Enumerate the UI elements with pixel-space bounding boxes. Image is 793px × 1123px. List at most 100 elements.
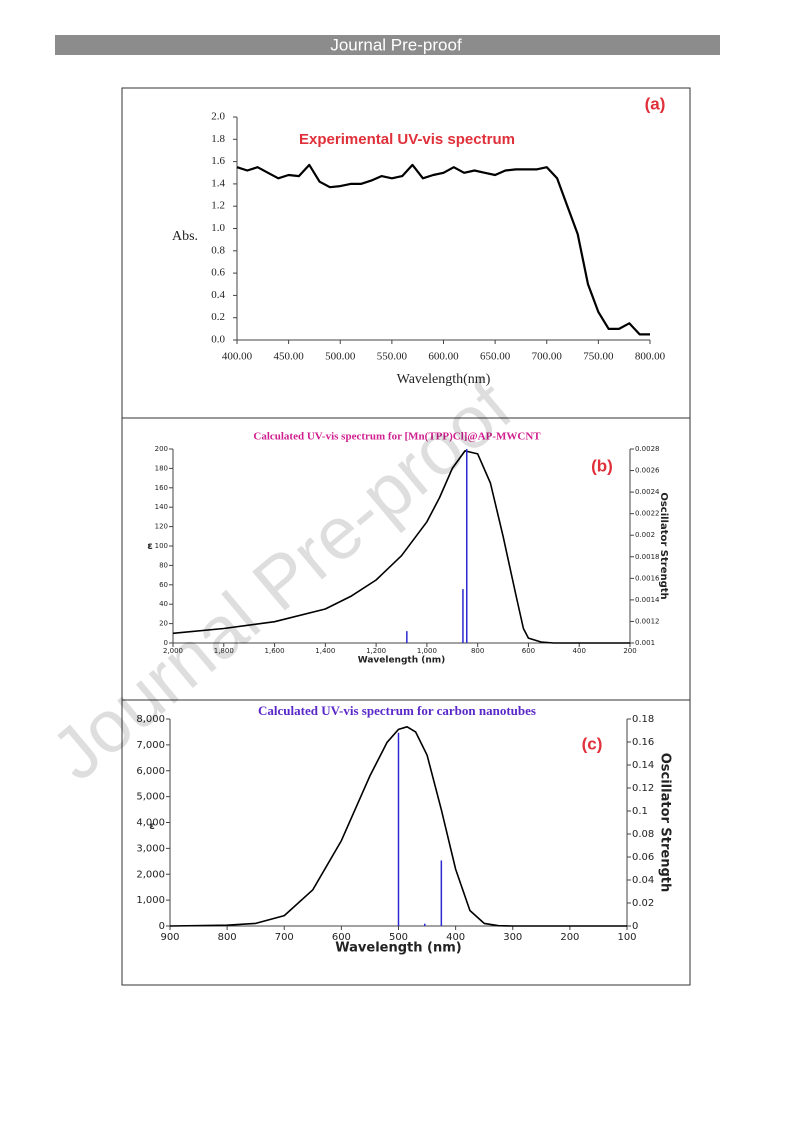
panel-label: (a) <box>645 94 666 113</box>
y2-tick-label: 0.08 <box>632 829 654 840</box>
x-tick-label: 1,400 <box>315 647 335 655</box>
y2-tick-label: 0 <box>632 921 638 932</box>
x-tick-label: 2,000 <box>163 647 183 655</box>
y-tick-label: 8,000 <box>136 714 165 725</box>
x-tick-label: 300 <box>503 932 522 943</box>
y-tick-label: 2,000 <box>136 869 165 880</box>
x-tick-label: 1,000 <box>417 647 437 655</box>
y-tick-label: 80 <box>159 561 168 569</box>
y-tick-label: 1.4 <box>211 177 225 189</box>
y-tick-label: 0 <box>159 921 165 932</box>
header-title: Journal Pre-proof <box>330 35 462 54</box>
x-tick-label: 700 <box>275 932 294 943</box>
x-tick-label: 400 <box>446 932 465 943</box>
y2-tick-label: 0.002 <box>635 531 655 539</box>
y-tick-label: 0.0 <box>211 334 225 346</box>
figure-frame <box>121 87 691 986</box>
spectrum-line <box>172 450 630 644</box>
y-tick-label: 20 <box>159 620 168 628</box>
y2-tick-label: 0.0024 <box>635 488 660 496</box>
y-tick-label: 7,000 <box>136 740 165 751</box>
y-tick-label: 5,000 <box>136 792 165 803</box>
x-tick-label: 650.00 <box>480 351 511 363</box>
y-tick-label: 1.0 <box>211 222 225 234</box>
y-tick-label: 4,000 <box>136 818 165 829</box>
chart: Calculated UV-vis spectrum for carbon na… <box>136 703 672 956</box>
y2-tick-label: 0.06 <box>632 852 654 863</box>
y-tick-label: 0.8 <box>211 244 225 256</box>
y2-tick-label: 0.14 <box>632 760 654 771</box>
x-tick-label: 450.00 <box>274 351 305 363</box>
x-tick-label: 200 <box>623 647 636 655</box>
y-axis-label: ε <box>149 821 155 832</box>
y-tick-label: 160 <box>155 484 168 492</box>
header-bar <box>55 35 720 55</box>
y-axis-label: Abs. <box>172 229 198 244</box>
x-tick-label: 900 <box>160 932 179 943</box>
y-tick-label: 1,000 <box>136 895 165 906</box>
y2-tick-label: 0.16 <box>632 737 654 748</box>
x-tick-label: 1,600 <box>265 647 285 655</box>
y2-tick-label: 0.0016 <box>635 574 660 582</box>
x-tick-label: 500 <box>389 932 408 943</box>
x-tick-label: 800 <box>218 932 237 943</box>
x-tick-label: 400 <box>573 647 586 655</box>
y-tick-label: 3,000 <box>136 843 165 854</box>
y-tick-label: 0.6 <box>211 267 225 279</box>
y-tick-label: 40 <box>159 600 168 608</box>
x-axis-label: Wavelength (nm) <box>358 656 446 666</box>
y2-axis-label: Oscillator Strength <box>658 492 669 599</box>
y2-tick-label: 0.0012 <box>635 617 660 625</box>
y2-tick-label: 0.1 <box>632 806 648 817</box>
spectrum-line <box>169 726 627 927</box>
x-tick-label: 500.00 <box>325 351 356 363</box>
x-tick-label: 700.00 <box>532 351 563 363</box>
chart: Experimental UV-vis spectrum (a) 400.00 450… <box>172 94 666 387</box>
y-tick-label: 2.0 <box>211 111 225 123</box>
y2-tick-label: 0.0022 <box>635 510 660 518</box>
y2-tick-label: 0.12 <box>632 783 654 794</box>
y2-axis-label: Oscillator Strength <box>658 753 673 893</box>
x-tick-label: 600 <box>522 647 535 655</box>
y-tick-label: 140 <box>155 503 168 511</box>
x-tick-label: 400.00 <box>222 351 253 363</box>
x-tick-label: 550.00 <box>377 351 408 363</box>
chart: Calculated UV-vis spectrum for [Mn(TPP)C… <box>147 431 669 666</box>
y-tick-label: 60 <box>159 581 168 589</box>
x-tick-label: 1,200 <box>366 647 386 655</box>
y-tick-label: 100 <box>155 542 168 550</box>
x-tick-label: 1,800 <box>214 647 234 655</box>
charts: Experimental UV-vis spectrum(a)400.00 450… <box>136 94 672 955</box>
y-tick-label: 200 <box>155 445 168 453</box>
x-tick-label: 750.00 <box>583 351 614 363</box>
panel-label: (c) <box>582 734 603 753</box>
x-axis-label: Wavelength(nm) <box>397 372 491 387</box>
y-tick-label: 6,000 <box>136 766 165 777</box>
chart-title: Calculated UV-vis spectrum for [Mn(TPP)C… <box>253 431 541 443</box>
y2-tick-label: 0.0026 <box>635 467 660 475</box>
spectrum-line <box>236 163 650 336</box>
y2-tick-label: 0.18 <box>632 714 654 725</box>
y-tick-label: 1.8 <box>211 133 225 145</box>
y-tick-label: 180 <box>155 464 168 472</box>
x-tick-label: 200 <box>560 932 579 943</box>
y-tick-label: 1.2 <box>211 200 225 212</box>
y2-tick-label: 0.0018 <box>635 553 660 561</box>
y2-tick-label: 0.04 <box>632 875 654 886</box>
x-tick-label: 600.00 <box>428 351 459 363</box>
y2-tick-label: 0.0028 <box>635 445 660 453</box>
chart-title: Experimental UV-vis spectrum <box>299 131 515 148</box>
y2-tick-label: 0.02 <box>632 898 654 909</box>
y-tick-label: 120 <box>155 523 168 531</box>
y2-tick-label: 0.001 <box>635 639 655 647</box>
y-tick-label: 0.2 <box>211 311 225 323</box>
y-tick-label: 0.4 <box>211 289 225 301</box>
chart-title: Calculated UV-vis spectrum for carbon na… <box>258 703 536 718</box>
x-tick-label: 600 <box>332 932 351 943</box>
x-tick-label: 800 <box>471 647 484 655</box>
y2-tick-label: 0.0014 <box>635 596 660 604</box>
x-axis-label: Wavelength (nm) <box>335 941 461 956</box>
y-axis-label: ε <box>147 541 153 552</box>
x-tick-label: 800.00 <box>635 351 666 363</box>
